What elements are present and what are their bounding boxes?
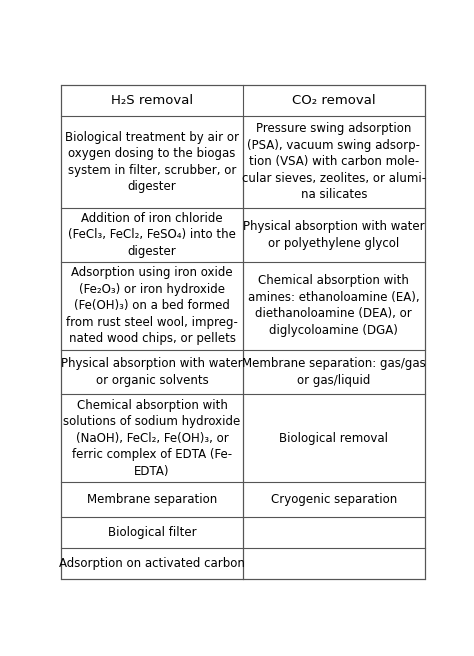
Text: Physical absorption with water
or organic solvents: Physical absorption with water or organi… — [61, 358, 243, 386]
Text: Adsorption on activated carbon: Adsorption on activated carbon — [59, 557, 245, 570]
Text: CO₂ removal: CO₂ removal — [292, 94, 376, 107]
Text: Biological filter: Biological filter — [108, 526, 196, 539]
Text: Physical absorption with water
or polyethylene glycol: Physical absorption with water or polyet… — [243, 220, 425, 249]
Text: Biological removal: Biological removal — [279, 432, 388, 445]
FancyBboxPatch shape — [61, 85, 425, 579]
Text: Membrane separation: gas/gas
or gas/liquid: Membrane separation: gas/gas or gas/liqu… — [242, 358, 426, 386]
Text: Biological treatment by air or
oxygen dosing to the biogas
system in filter, scr: Biological treatment by air or oxygen do… — [65, 131, 239, 193]
Text: Cryogenic separation: Cryogenic separation — [271, 493, 397, 506]
Text: H₂S removal: H₂S removal — [111, 94, 193, 107]
Text: Chemical absorption with
amines: ethanoloamine (EA),
diethanoloamine (DEA), or
d: Chemical absorption with amines: ethanol… — [248, 274, 419, 337]
Text: Addition of iron chloride
(FeCl₃, FeCl₂, FeSO₄) into the
digester: Addition of iron chloride (FeCl₃, FeCl₂,… — [68, 212, 236, 258]
Text: Chemical absorption with
solutions of sodium hydroxide
(NaOH), FeCl₂, Fe(OH)₃, o: Chemical absorption with solutions of so… — [64, 399, 241, 478]
Text: Adsorption using iron oxide
(Fe₂O₃) or iron hydroxide
(Fe(OH)₃) on a bed formed
: Adsorption using iron oxide (Fe₂O₃) or i… — [66, 266, 238, 345]
Text: Membrane separation: Membrane separation — [87, 493, 217, 506]
Text: Pressure swing adsorption
(PSA), vacuum swing adsorp-
tion (VSA) with carbon mol: Pressure swing adsorption (PSA), vacuum … — [242, 123, 426, 201]
